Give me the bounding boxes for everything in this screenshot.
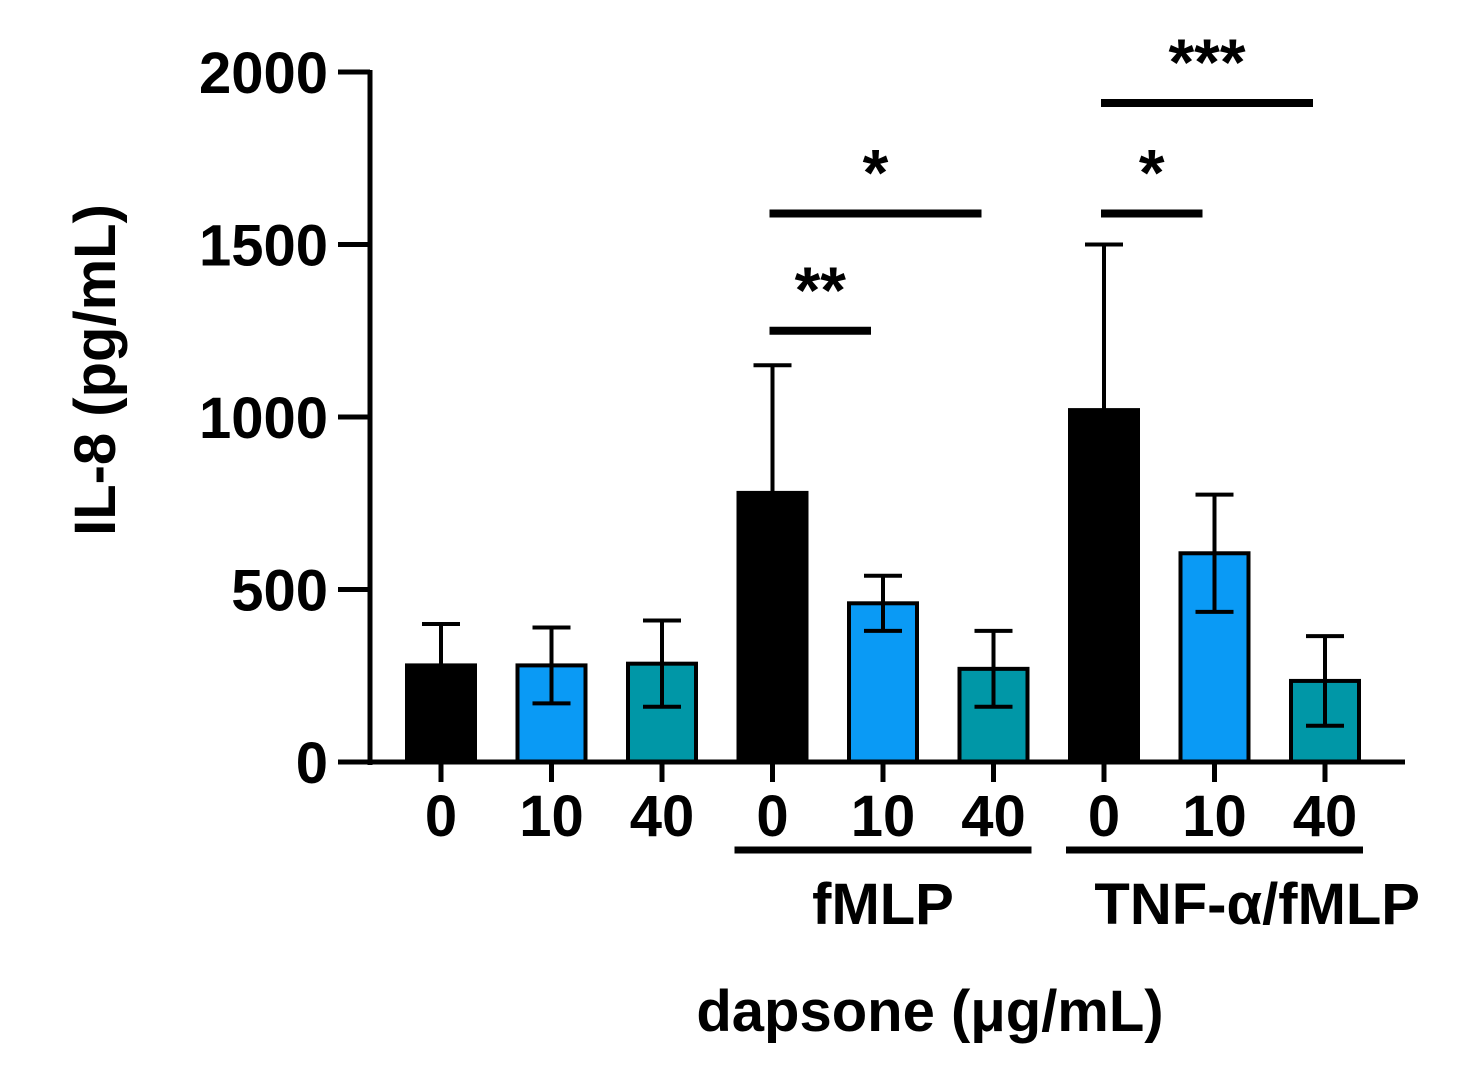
x-tick-label: 0 bbox=[756, 784, 788, 849]
group-label: fMLP bbox=[812, 872, 954, 937]
y-tick-label: 1000 bbox=[199, 386, 328, 451]
y-tick-label: 2000 bbox=[199, 41, 328, 106]
significance-marker: ** bbox=[795, 253, 847, 327]
x-tick-label: 0 bbox=[425, 784, 457, 849]
x-tick-label: 40 bbox=[961, 784, 1026, 849]
significance-brackets: *** **** bbox=[769, 25, 1313, 335]
y-tick-label: 1500 bbox=[199, 214, 328, 279]
group-brackets: fMLP TNF-α/fMLP bbox=[734, 846, 1420, 937]
y-axis-title: IL-8 (pg/mL) bbox=[63, 204, 128, 536]
x-tick-label: 10 bbox=[1182, 784, 1247, 849]
error-bars bbox=[422, 242, 1344, 728]
group-label: TNF-α/fMLP bbox=[1094, 872, 1420, 937]
significance-marker: * bbox=[863, 135, 889, 209]
x-tick-label: 40 bbox=[630, 784, 695, 849]
x-axis-title: dapsone (μg/mL) bbox=[696, 979, 1163, 1044]
x-tick-label: 0 bbox=[1088, 784, 1120, 849]
x-axis: 0 10 40 0 10 40 0 10 40 bbox=[338, 759, 1405, 849]
x-tick-label: 40 bbox=[1293, 784, 1358, 849]
y-tick-label: 500 bbox=[231, 559, 328, 624]
significance-marker: *** bbox=[1168, 25, 1245, 99]
y-axis: 0 500 1000 1500 2000 bbox=[199, 41, 373, 796]
x-tick-label: 10 bbox=[519, 784, 584, 849]
significance-marker: * bbox=[1139, 135, 1165, 209]
x-tick-label: 10 bbox=[851, 784, 916, 849]
y-tick-label: 0 bbox=[296, 731, 328, 796]
